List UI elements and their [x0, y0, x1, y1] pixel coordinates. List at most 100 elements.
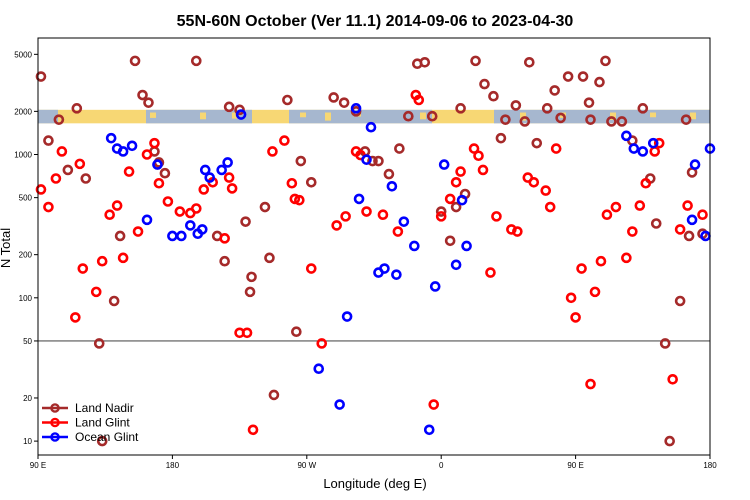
data-point — [93, 338, 105, 349]
data-point — [450, 201, 462, 213]
data-point — [222, 157, 233, 168]
map-strip-land-fragment — [200, 112, 206, 120]
data-point — [570, 312, 581, 323]
y-axis: 10 20 50 100 200 500 1000 2000 5000 — [14, 50, 38, 446]
data-point — [350, 103, 362, 114]
data-point — [659, 338, 671, 349]
data-point — [577, 71, 589, 82]
x-tick-label: 180 — [703, 461, 717, 470]
data-point — [71, 103, 83, 114]
data-point — [279, 135, 290, 146]
data-point — [291, 326, 302, 338]
x-axis: 90 E 180 90 W 0 90 E 180 — [30, 455, 717, 470]
data-point — [528, 176, 540, 188]
data-point — [70, 312, 81, 323]
data-point — [601, 209, 613, 221]
data-point — [697, 209, 708, 221]
data-point — [616, 116, 628, 127]
data-point — [621, 252, 632, 264]
data-point — [438, 159, 450, 170]
data-point — [595, 255, 607, 267]
data-point — [108, 295, 120, 307]
data-point — [392, 226, 404, 237]
data-point — [259, 201, 271, 213]
data-point — [674, 295, 686, 307]
data-point — [473, 150, 484, 162]
data-point — [667, 373, 678, 385]
data-point — [413, 94, 425, 106]
data-point — [386, 180, 398, 192]
x-axis-label: Longitude (deg E) — [323, 476, 426, 491]
data-point — [689, 159, 701, 170]
data-point — [174, 206, 186, 217]
data-point — [247, 424, 259, 436]
data-point — [295, 155, 307, 167]
data-point — [606, 116, 617, 127]
data-point — [199, 164, 211, 176]
data-point — [647, 137, 659, 149]
data-point — [600, 55, 611, 67]
data-point — [313, 363, 325, 375]
data-point — [185, 220, 196, 231]
map-strip-land-fragment — [300, 112, 306, 118]
data-point — [637, 103, 649, 114]
data-point — [141, 214, 153, 226]
y-axis-label: N Total — [0, 228, 13, 268]
series-ocean-glint — [105, 103, 716, 436]
map-strip-land-fragment — [60, 112, 66, 120]
data-point — [282, 94, 293, 106]
x-tick-label: 180 — [166, 461, 180, 470]
data-point — [488, 90, 499, 102]
data-point — [435, 211, 447, 222]
data-point — [455, 103, 466, 114]
data-point — [141, 149, 153, 160]
data-point — [365, 121, 377, 133]
data-point — [223, 101, 235, 113]
data-point — [686, 214, 698, 226]
data-point — [495, 132, 507, 144]
data-point — [267, 146, 278, 157]
data-point — [444, 193, 456, 205]
data-point — [117, 146, 129, 157]
data-point — [428, 399, 440, 410]
plot-frame — [37, 37, 711, 456]
data-point — [409, 240, 420, 252]
data-point — [470, 55, 481, 67]
data-point — [383, 168, 395, 180]
data-point — [524, 56, 535, 68]
data-point — [111, 200, 123, 211]
y-tick-label: 1000 — [14, 150, 32, 159]
data-point — [35, 184, 47, 195]
data-point — [126, 140, 138, 152]
map-strip-land-fragment — [232, 112, 238, 119]
data-point — [468, 143, 480, 154]
legend-marker — [50, 403, 60, 413]
data-point — [123, 166, 135, 177]
data-point — [550, 143, 562, 154]
y-tick-label: 2000 — [14, 107, 32, 116]
data-point — [361, 154, 372, 165]
data-point — [398, 216, 410, 227]
data-point — [683, 230, 695, 242]
data-point — [43, 135, 54, 146]
data-point — [512, 226, 523, 237]
y-tick-label: 500 — [19, 194, 33, 203]
data-point — [621, 130, 632, 142]
data-point — [56, 146, 68, 157]
data-point — [328, 92, 339, 103]
data-point — [379, 263, 390, 274]
data-point — [196, 224, 208, 235]
y-tick-label: 100 — [19, 294, 33, 303]
data-point — [153, 177, 165, 189]
data-point — [129, 55, 141, 67]
data-point — [226, 183, 238, 194]
data-point — [341, 311, 353, 322]
data-point — [286, 177, 298, 189]
data-point — [74, 158, 86, 170]
map-strip — [38, 109, 710, 124]
data-point — [628, 143, 640, 154]
data-point — [50, 173, 62, 184]
data-point — [680, 114, 692, 125]
data-point — [394, 143, 405, 154]
